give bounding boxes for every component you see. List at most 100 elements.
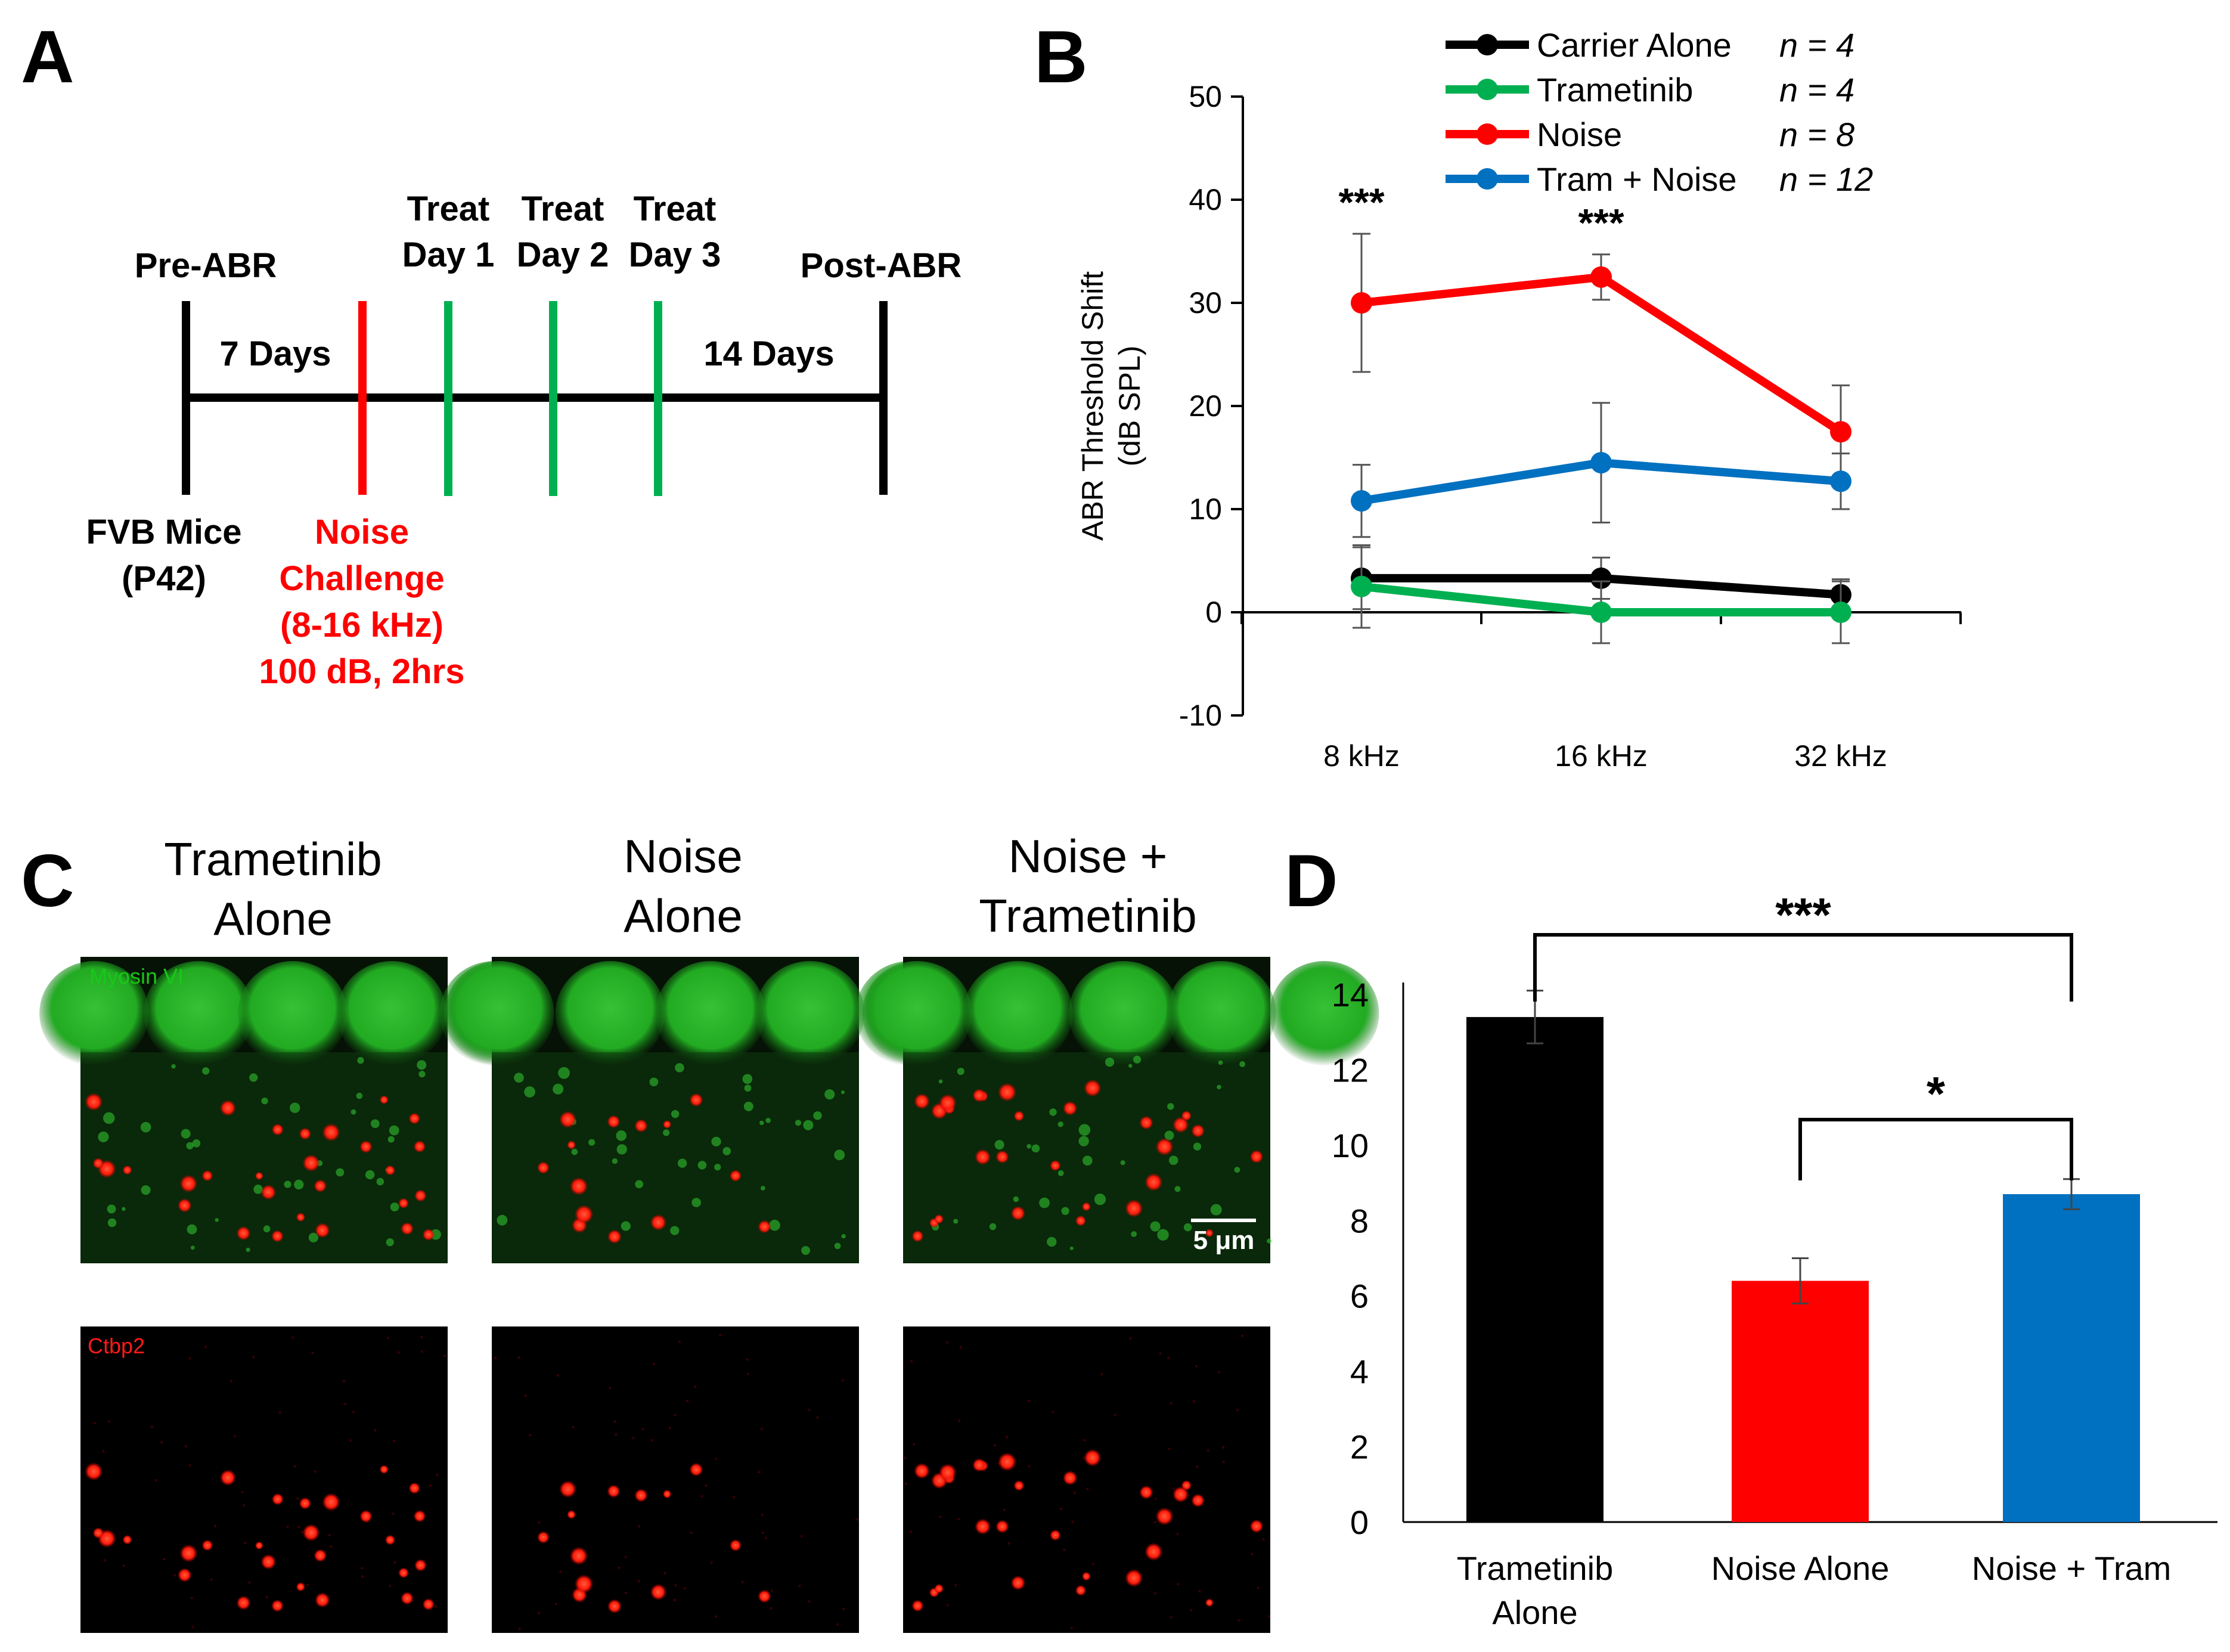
faint-signal <box>638 1525 641 1528</box>
green-puncta <box>1210 1204 1222 1216</box>
noise-label-line4: 100 dB, 2hrs <box>259 652 465 691</box>
column-2-title-line2: Alone <box>624 889 743 942</box>
ctbp2-puncta <box>536 1531 550 1544</box>
faint-signal <box>674 1414 677 1417</box>
green-puncta <box>215 1218 219 1222</box>
ctbp2-puncta <box>322 1493 340 1511</box>
green-puncta <box>1164 1130 1174 1140</box>
ctbp2-puncta <box>634 1118 648 1133</box>
faint-signal <box>641 1428 644 1431</box>
b-x-tick-label: 8 kHz <box>1323 739 1400 773</box>
hair-cell <box>39 961 149 1066</box>
b-legend-n: n = 4 <box>1779 71 1854 109</box>
ctbp2-puncta <box>379 1095 389 1105</box>
ctbp2-puncta <box>201 1170 213 1182</box>
green-puncta <box>677 1158 687 1168</box>
ctbp2-puncta <box>260 1554 277 1570</box>
ctbp2-puncta <box>607 1229 622 1244</box>
b-y-axis-label-line2: (dB SPL) <box>1113 346 1146 467</box>
green-puncta <box>263 1225 271 1233</box>
green-puncta <box>1167 1103 1174 1110</box>
faint-signal <box>538 1611 541 1614</box>
green-puncta <box>635 1180 644 1189</box>
faint-signal <box>1268 1615 1271 1618</box>
faint-signal <box>392 1512 395 1515</box>
ctbp2-puncta <box>271 1600 284 1612</box>
b-y-tick-label: -10 <box>1179 699 1222 732</box>
green-puncta <box>803 1120 814 1130</box>
d-significance-bracket <box>1798 1118 2073 1180</box>
green-puncta <box>357 1057 364 1064</box>
faint-signal <box>1052 1411 1054 1414</box>
faint-signal <box>314 1470 317 1473</box>
ctbp2-puncta <box>314 1179 327 1193</box>
faint-signal <box>103 1559 106 1562</box>
green-puncta <box>994 1140 1004 1150</box>
ctbp2-puncta <box>314 1222 330 1238</box>
green-puncta <box>1120 1160 1125 1166</box>
panel-a: A Pre-ABR Post-ABR 7 Days 14 Days Treat … <box>21 16 962 691</box>
green-puncta <box>571 1148 578 1155</box>
green-puncta <box>356 1092 363 1099</box>
faint-signal <box>173 1574 176 1577</box>
ctbp2-puncta <box>84 1462 103 1481</box>
seven-days-label: 7 Days <box>219 334 331 373</box>
faint-signal <box>252 1356 255 1359</box>
green-puncta <box>418 1071 426 1078</box>
faint-signal <box>352 1411 355 1414</box>
green-puncta <box>722 1147 731 1155</box>
faint-signal <box>229 1380 232 1383</box>
faint-signal <box>94 1356 97 1359</box>
green-puncta <box>387 1136 395 1143</box>
column-2-title-line1: Noise <box>624 830 742 882</box>
green-puncta <box>1026 1143 1032 1149</box>
faint-signal <box>1172 1487 1175 1490</box>
noise-label-line3: (8-16 kHz) <box>280 606 443 644</box>
faint-signal <box>1063 1548 1066 1551</box>
d-y-tick-label: 12 <box>1332 1051 1369 1089</box>
green-puncta <box>813 1111 822 1120</box>
green-puncta <box>376 1177 384 1186</box>
green-puncta <box>765 1117 771 1123</box>
ctbp2-puncta <box>938 1463 957 1481</box>
green-puncta <box>663 1129 670 1136</box>
faint-signal <box>1114 1414 1116 1417</box>
faint-signal <box>957 1518 960 1521</box>
ctbp2-puncta <box>650 1583 667 1601</box>
hair-cell <box>755 961 865 1066</box>
green-puncta <box>612 1158 618 1164</box>
faint-signal <box>286 1525 289 1528</box>
b-y-tick-label: 10 <box>1189 492 1222 526</box>
green-puncta <box>253 1185 263 1194</box>
faint-signal <box>760 1428 763 1431</box>
faint-signal <box>374 1429 377 1432</box>
ctbp2-puncta <box>413 1510 426 1523</box>
ctbp2-puncta <box>914 1093 930 1109</box>
green-puncta <box>649 1077 659 1087</box>
faint-signal <box>1003 1508 1006 1511</box>
b-series-tram-noise <box>1351 402 1851 538</box>
noise-label-line1: Noise <box>315 513 409 551</box>
ctbp2-puncta <box>536 1161 550 1174</box>
green-puncta <box>190 1245 195 1250</box>
faint-signal <box>1167 1356 1170 1359</box>
green-puncta <box>365 1170 375 1180</box>
faint-signal <box>1091 1563 1094 1566</box>
faint-signal <box>1196 1465 1199 1468</box>
faint-signal <box>188 1357 191 1360</box>
column-3-title-line1: Noise + <box>1009 830 1168 882</box>
faint-signal <box>1083 1439 1086 1442</box>
faint-signal <box>306 1583 309 1586</box>
micrograph-merged <box>862 957 1379 1263</box>
micrographs <box>39 957 1379 1633</box>
ctbp2-puncta <box>574 1574 594 1594</box>
faint-signal <box>184 1445 187 1448</box>
ctbp2-puncta <box>179 1174 198 1193</box>
faint-signal <box>519 1628 522 1631</box>
faint-signal <box>1262 1538 1265 1541</box>
ctbp2-puncta <box>414 1559 427 1572</box>
faint-signal <box>244 1542 247 1545</box>
d-x-tick-label: Trametinib <box>1457 1549 1613 1587</box>
b-x-tick-label: 32 kHz <box>1794 739 1887 773</box>
ctbp2-puncta <box>567 1140 576 1150</box>
